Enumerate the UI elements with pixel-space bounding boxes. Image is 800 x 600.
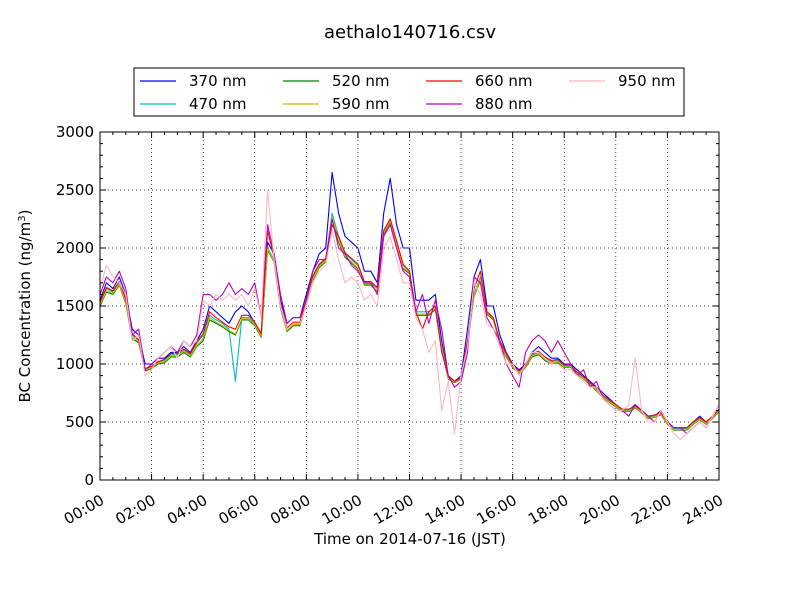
plot-background <box>100 132 719 480</box>
tick-marks <box>99 131 720 481</box>
y-tick-labels: 0 500 1000 1500 2000 2500 3000 <box>56 123 94 489</box>
y-tick-label: 1500 <box>56 297 94 315</box>
y-axis-label: BC Concentration (ng/m3) <box>16 210 34 403</box>
y-axis-label-main: BC Concentration (ng/m <box>16 222 34 403</box>
legend-label-880-nm: 880 nm <box>475 95 533 113</box>
y-tick-label: 2500 <box>56 181 94 199</box>
legend: 370 nm 470 nm 520 nm 590 nm 660 nm 880 nm 950 … <box>133 67 685 117</box>
legend-label-950-nm: 950 nm <box>618 72 676 90</box>
legend-label-590-nm: 590 nm <box>332 95 390 113</box>
y-axis-label-superscript: 3 <box>17 215 28 221</box>
plot-area <box>99 131 720 481</box>
y-tick-label: 500 <box>65 413 94 431</box>
y-tick-label: 1000 <box>56 355 94 373</box>
legend-items: 370 nm 470 nm 520 nm 590 nm 660 nm 880 nm 950 … <box>140 72 676 113</box>
y-tick-label: 3000 <box>56 123 94 141</box>
x-axis-label: Time on 2014-07-16 (JST) <box>313 530 506 548</box>
legend-label-470-nm: 470 nm <box>189 95 247 113</box>
chart-title: aethalo140716.csv <box>324 22 496 43</box>
legend-frame <box>133 67 685 117</box>
y-axis-label-close: ) <box>16 210 34 216</box>
legend-label-660-nm: 660 nm <box>475 72 533 90</box>
legend-label-370-nm: 370 nm <box>189 72 247 90</box>
legend-label-520-nm: 520 nm <box>332 72 390 90</box>
series-line-660-nm <box>99 218 720 429</box>
series-line-950-nm <box>99 189 720 440</box>
y-tick-label: 0 <box>84 471 94 489</box>
y-tick-label: 2000 <box>56 239 94 257</box>
series-lines <box>99 172 720 440</box>
